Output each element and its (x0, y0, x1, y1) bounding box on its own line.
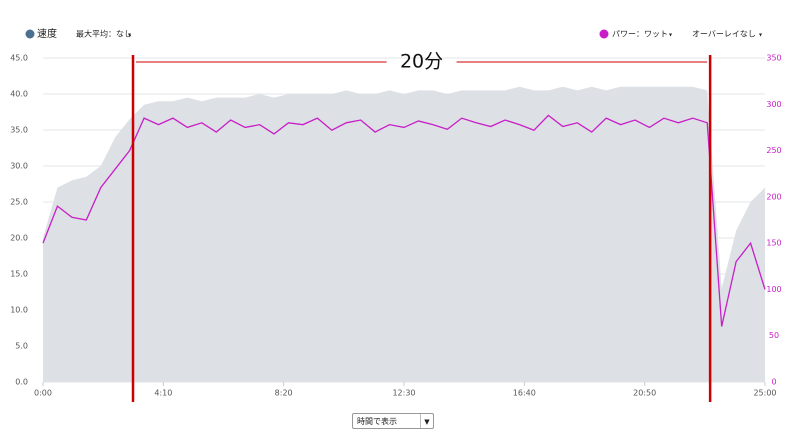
select-arrow: ▼ (420, 414, 433, 428)
y2-tick-label: 150 (766, 239, 781, 248)
view-select[interactable]: 時間で表示 ▼ (352, 413, 434, 429)
x-tick-label: 20:50 (633, 389, 656, 398)
y-tick-label: 10.0 (10, 306, 28, 315)
x-tick-label: 4:10 (154, 389, 172, 398)
y-tick-label: 30.0 (10, 162, 28, 171)
x-tick-label: 25:00 (753, 389, 776, 398)
span-label: 20分 (400, 51, 443, 73)
x-tick-label: 0:00 (34, 389, 52, 398)
legend-overlay[interactable]: オーバーレイなし (692, 30, 756, 39)
dropdown-caret: ▾ (759, 32, 762, 39)
y2-tick-label: 300 (766, 100, 781, 109)
power-line (42, 114, 766, 327)
y-tick-label: 40.0 (10, 90, 28, 99)
y2-tick-label: 50 (769, 331, 779, 340)
view-select-label: 時間で表示 (357, 417, 397, 426)
y-tick-label: 0.0 (15, 378, 28, 387)
x-tick-label: 12:30 (392, 389, 415, 398)
legend-dot (599, 29, 609, 39)
dropdown-caret: ▾ (669, 32, 672, 39)
y2-tick-label: 200 (766, 192, 781, 201)
y2-tick-label: 0 (771, 378, 776, 387)
dropdown-caret: ▾ (128, 32, 131, 39)
legend-power[interactable]: パワー：ワット (612, 30, 668, 39)
y-tick-label: 15.0 (10, 270, 28, 279)
x-tick-label: 8:20 (275, 389, 293, 398)
y-tick-label: 20.0 (10, 234, 28, 243)
y-tick-label: 45.0 (10, 54, 28, 63)
y-tick-label: 35.0 (10, 126, 28, 135)
y-tick-label: 25.0 (10, 198, 28, 207)
y-tick-label: 5.0 (15, 342, 28, 351)
x-tick-label: 16:40 (513, 389, 536, 398)
speed-area (43, 86, 765, 383)
legend-speed[interactable]: 速度 (37, 27, 57, 40)
y2-tick-label: 100 (766, 285, 781, 294)
y2-tick-label: 250 (766, 146, 781, 155)
legend-dot (25, 29, 35, 39)
y2-tick-label: 350 (766, 54, 781, 63)
legend-max-avg[interactable]: 最大平均：なし (76, 29, 132, 39)
